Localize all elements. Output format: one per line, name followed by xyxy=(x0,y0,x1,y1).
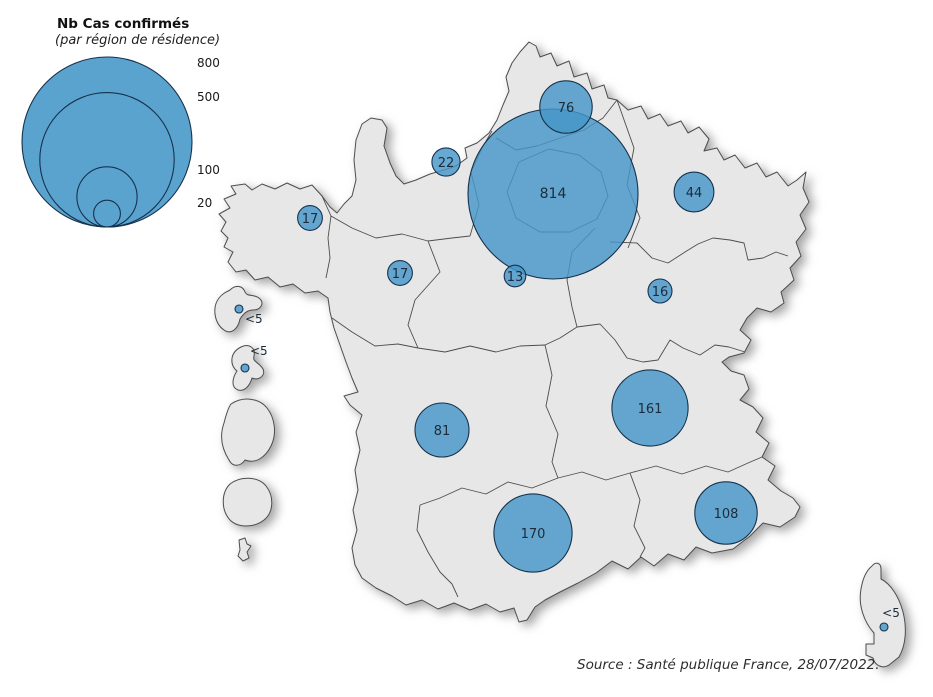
case-count-label-provence-alpes-cote-d-azur: 108 xyxy=(714,507,739,522)
legend-scale: 800 500 100 20 xyxy=(21,56,220,228)
case-bubble-pays-de-la-loire xyxy=(387,260,413,286)
case-count-label-guadeloupe: <5 xyxy=(245,312,263,326)
case-bubble-nouvelle-aquitaine xyxy=(414,402,470,458)
legend-value-label: 800 xyxy=(197,56,220,70)
case-bubble-bretagne xyxy=(297,205,323,231)
case-count-label-martinique: <5 xyxy=(250,344,268,358)
case-count-label-nouvelle-aquitaine: 81 xyxy=(434,424,451,439)
case-count-label-bretagne: 17 xyxy=(302,212,319,227)
region-guyane-outline xyxy=(221,398,275,466)
case-bubble-provence-alpes-cote-d-azur xyxy=(694,481,758,545)
case-bubble-martinique xyxy=(240,363,250,373)
case-count-label-bourgogne-franche-comte: 16 xyxy=(652,285,669,300)
case-count-label-corse: <5 xyxy=(882,606,900,620)
source-caption: Source : Santé publique France, 28/07/20… xyxy=(577,657,880,673)
land-shapes xyxy=(214,41,906,668)
case-count-label-grand-est: 44 xyxy=(686,186,703,201)
legend-circle-20 xyxy=(93,199,121,228)
case-count-label-pays-de-la-loire: 17 xyxy=(392,267,409,282)
legend-value-label: 20 xyxy=(197,196,212,210)
region-mayotte-outline xyxy=(237,537,252,562)
case-bubble-hauts-de-france xyxy=(539,80,593,134)
case-bubble-normandie xyxy=(431,147,461,177)
legend-subtitle: (par région de résidence) xyxy=(55,33,221,48)
case-count-label-auvergne-rhone-alpes: 161 xyxy=(638,402,663,417)
case-bubble-centre-val-de-loire xyxy=(503,264,527,288)
case-bubble-bourgogne-franche-comte xyxy=(647,278,673,304)
legend-value-label: 500 xyxy=(197,90,220,104)
region-corse-outline xyxy=(859,562,906,668)
legend-title: Nb Cas confirmés xyxy=(57,16,190,32)
case-bubble-guadeloupe xyxy=(234,304,244,314)
case-bubble-grand-est xyxy=(673,171,715,213)
legend-value-label: 100 xyxy=(197,163,220,177)
case-bubble-corse xyxy=(879,622,889,632)
case-count-label-hauts-de-france: 76 xyxy=(558,101,575,116)
case-bubble-auvergne-rhone-alpes xyxy=(611,369,689,447)
case-count-label-normandie: 22 xyxy=(438,156,455,171)
region-la-reunion-outline xyxy=(222,477,273,527)
case-bubbles: 814 170 161 108 81 76 44 22 17 17 16 13 <5 <5 <5 xyxy=(234,80,900,632)
legend-circle-800 xyxy=(21,56,193,228)
case-bubble-occitanie xyxy=(493,493,573,573)
region-metropolitan-france-outline xyxy=(218,41,810,623)
case-count-label-ile-de-france: 814 xyxy=(540,186,567,202)
case-count-label-occitanie: 170 xyxy=(521,527,546,542)
case-count-label-centre-val-de-loire: 13 xyxy=(507,270,524,285)
